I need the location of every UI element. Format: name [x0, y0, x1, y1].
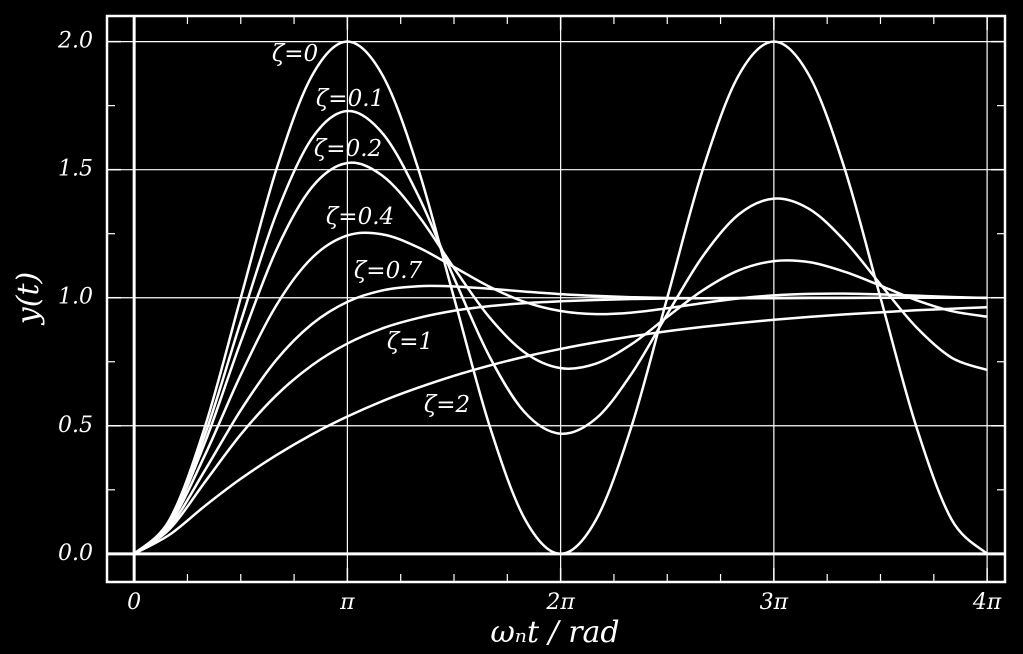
x-tick-label: 4π	[972, 590, 1002, 615]
series-label: ζ=0.4	[326, 204, 394, 230]
x-tick-label: 3π	[760, 590, 789, 615]
series-line	[133, 40, 988, 556]
series-label: ζ=0.7	[354, 258, 423, 284]
y-tick-label: 0.0	[58, 541, 93, 566]
x-tick-label: 0	[127, 590, 141, 615]
series-line	[133, 161, 988, 555]
series-line	[133, 231, 988, 555]
y-tick-label: 1.0	[58, 285, 93, 310]
series-label: ζ=1	[387, 329, 433, 355]
series-line	[133, 296, 988, 555]
series-line	[133, 305, 988, 555]
y-tick-label: 0.5	[58, 413, 93, 438]
x-tick-label: π	[339, 590, 355, 615]
x-tick-label: 2π	[545, 590, 575, 615]
series-line	[133, 109, 988, 555]
series-label: ζ=0.1	[316, 86, 384, 112]
y-tick-label: 1.5	[58, 157, 93, 182]
series-label: ζ=0.2	[314, 136, 382, 162]
series-label: ζ=0	[272, 41, 318, 67]
plot-frame	[105, 14, 1007, 584]
y-tick-label: 2.0	[57, 29, 93, 54]
y-axis-label: y(t)	[11, 272, 46, 326]
x-axis-label: ωₙt / rad	[490, 615, 619, 650]
series-label: ζ=2	[424, 392, 470, 418]
